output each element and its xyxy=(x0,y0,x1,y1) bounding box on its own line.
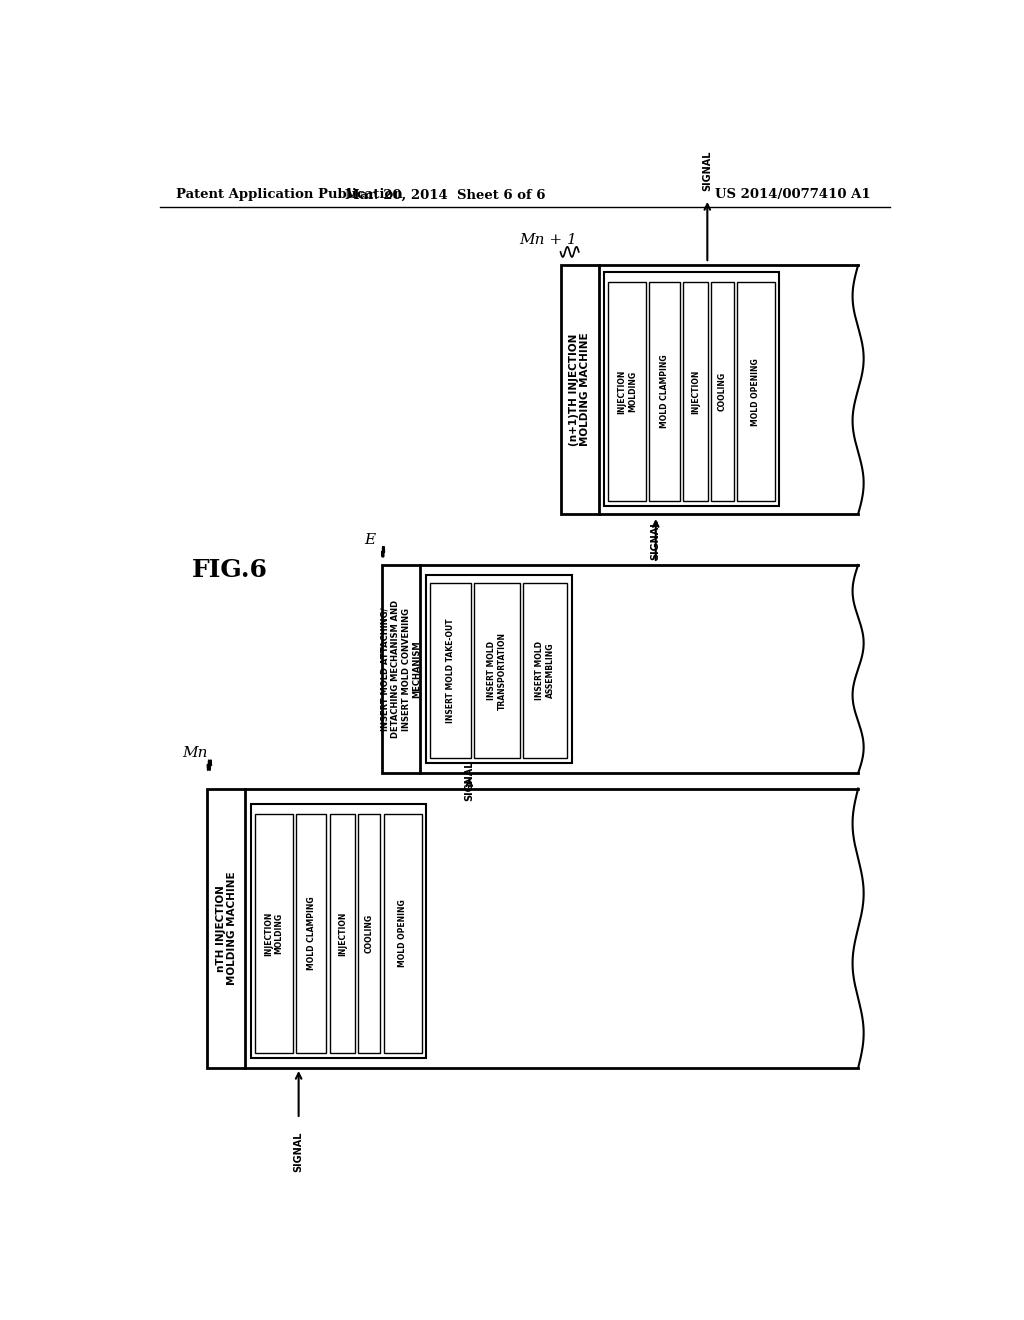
Bar xyxy=(251,804,426,1057)
Text: E: E xyxy=(365,532,376,546)
Bar xyxy=(255,814,293,1053)
Text: (n+1)TH INJECTION
MOLDING MACHINE: (n+1)TH INJECTION MOLDING MACHINE xyxy=(568,333,591,446)
Bar xyxy=(560,265,599,515)
Bar xyxy=(608,282,646,500)
Bar xyxy=(736,282,775,500)
Bar xyxy=(712,282,733,500)
Bar xyxy=(649,282,680,500)
Text: INJECTION
MOLDING: INJECTION MOLDING xyxy=(617,370,637,414)
Text: SIGNAL: SIGNAL xyxy=(464,760,474,801)
Bar xyxy=(207,788,246,1068)
Text: INJECTION
MOLDING: INJECTION MOLDING xyxy=(264,911,284,956)
Text: MOLD CLAMPING: MOLD CLAMPING xyxy=(660,355,669,429)
Text: INSERT MOLD ATTACHING/
DETACHING MECHANISM AND
INSERT MOLD CONVENING
MECHANISM: INSERT MOLD ATTACHING/ DETACHING MECHANI… xyxy=(381,601,421,738)
Text: Mn + 1: Mn + 1 xyxy=(520,232,578,247)
Text: SIGNAL: SIGNAL xyxy=(650,519,660,560)
Text: MOLD CLAMPING: MOLD CLAMPING xyxy=(307,896,315,970)
Bar xyxy=(683,282,709,500)
Bar xyxy=(358,814,380,1053)
Text: INSERT MOLD TAKE-OUT: INSERT MOLD TAKE-OUT xyxy=(445,618,455,723)
Text: Mar. 20, 2014  Sheet 6 of 6: Mar. 20, 2014 Sheet 6 of 6 xyxy=(345,189,546,202)
Text: nTH INJECTION
MOLDING MACHINE: nTH INJECTION MOLDING MACHINE xyxy=(216,871,238,985)
Text: INSERT MOLD
ASSEMBLING: INSERT MOLD ASSEMBLING xyxy=(536,642,555,700)
Bar xyxy=(382,565,420,774)
Bar xyxy=(430,583,471,758)
Bar xyxy=(474,583,520,758)
Bar xyxy=(523,583,567,758)
Text: INJECTION: INJECTION xyxy=(691,370,700,414)
Bar xyxy=(604,272,778,506)
Bar xyxy=(426,576,572,763)
Text: US 2014/0077410 A1: US 2014/0077410 A1 xyxy=(715,189,870,202)
Text: SIGNAL: SIGNAL xyxy=(702,150,713,191)
Text: COOLING: COOLING xyxy=(718,372,727,412)
Text: INJECTION: INJECTION xyxy=(338,911,347,956)
Text: Patent Application Publication: Patent Application Publication xyxy=(176,189,402,202)
Bar xyxy=(296,814,327,1053)
Text: FIG.6: FIG.6 xyxy=(191,558,267,582)
Text: INSERT MOLD
TRANSPORTATION: INSERT MOLD TRANSPORTATION xyxy=(487,632,507,710)
Text: Mn: Mn xyxy=(182,746,208,760)
Bar xyxy=(330,814,355,1053)
Text: MOLD OPENING: MOLD OPENING xyxy=(752,358,760,425)
Text: COOLING: COOLING xyxy=(365,913,374,953)
Text: MOLD OPENING: MOLD OPENING xyxy=(398,899,408,968)
Bar xyxy=(384,814,422,1053)
Text: SIGNAL: SIGNAL xyxy=(294,1131,304,1172)
